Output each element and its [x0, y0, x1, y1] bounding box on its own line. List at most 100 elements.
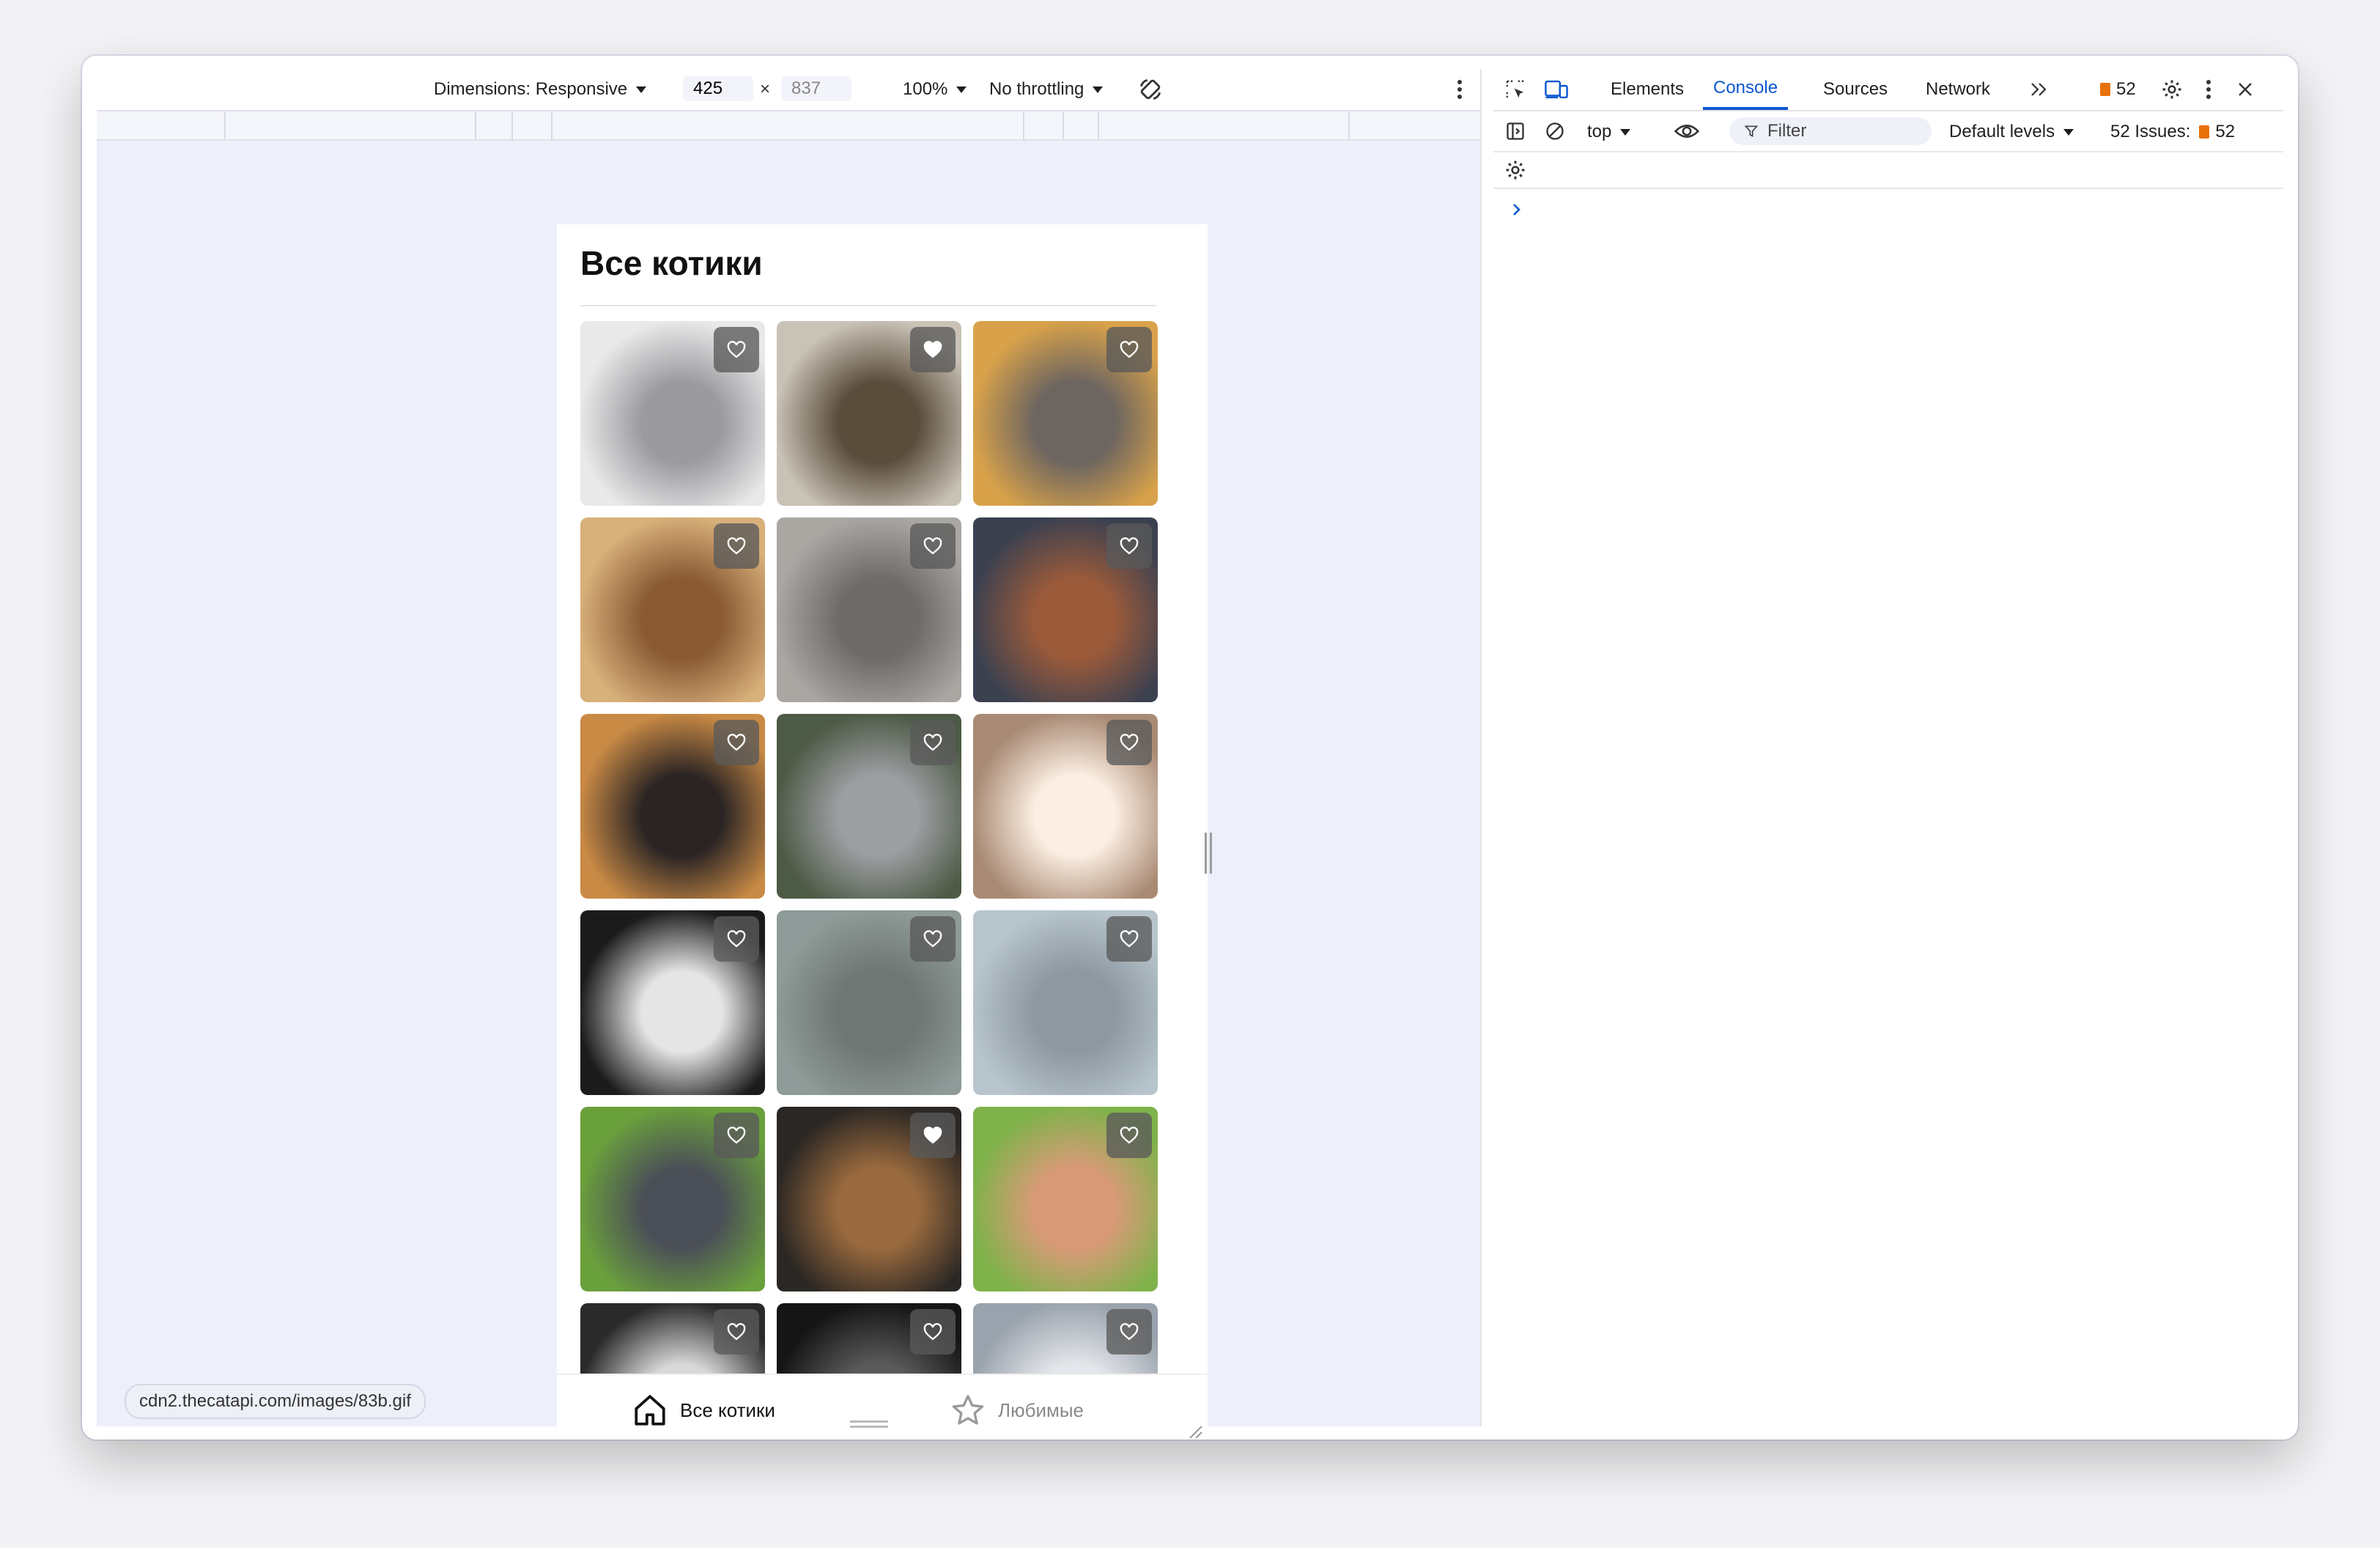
- cat-image-tile[interactable]: [777, 910, 961, 1095]
- favorite-button[interactable]: [1106, 1113, 1152, 1158]
- favorite-button[interactable]: [1106, 327, 1152, 372]
- favorite-button[interactable]: [1106, 916, 1152, 962]
- favorite-button[interactable]: [910, 916, 956, 962]
- device-toggle-icon[interactable]: [1542, 76, 1571, 103]
- cat-image-tile[interactable]: [973, 910, 1158, 1095]
- filter-placeholder: Filter: [1767, 121, 1807, 141]
- cat-image-tile[interactable]: [580, 714, 765, 899]
- heart-icon: [923, 1127, 942, 1144]
- favorite-button[interactable]: [714, 327, 759, 372]
- right-resize-handle[interactable]: [1205, 833, 1212, 874]
- context-selector[interactable]: top: [1587, 111, 1631, 152]
- console-prompt-chevron-icon[interactable]: [1511, 199, 1523, 223]
- cat-image-tile[interactable]: [580, 321, 765, 506]
- heart-icon: [923, 734, 942, 751]
- cat-image-tile[interactable]: [973, 1107, 1158, 1291]
- heart-icon: [727, 1127, 746, 1144]
- issues-counter[interactable]: 52: [2100, 69, 2136, 110]
- emulated-page: Все котики Все котики Любимые: [557, 224, 1208, 1440]
- customize-menu-icon[interactable]: [2201, 78, 2216, 101]
- nav-all-cats[interactable]: Все котики: [632, 1375, 775, 1440]
- cat-image-tile[interactable]: [973, 1303, 1158, 1374]
- heart-icon: [923, 930, 942, 948]
- close-icon[interactable]: [2233, 78, 2257, 101]
- width-input[interactable]: 425: [683, 76, 753, 101]
- tab-console[interactable]: Console: [1703, 69, 1789, 110]
- heart-icon: [1120, 1127, 1139, 1144]
- bottom-resize-handle[interactable]: [850, 1420, 888, 1428]
- favorite-button[interactable]: [714, 916, 759, 962]
- media-query-bar[interactable]: [97, 111, 1480, 141]
- issue-flag-icon: [2199, 125, 2210, 139]
- device-viewport-pane: Dimensions: Responsive 425 × 837 100% No…: [97, 69, 1480, 1440]
- status-url-bar: cdn2.thecatapi.com/images/83b.gif: [125, 1384, 426, 1419]
- cat-image-tile[interactable]: [973, 321, 1158, 506]
- favorite-button[interactable]: [714, 523, 759, 569]
- throttling-label: No throttling: [989, 79, 1084, 99]
- heart-icon: [727, 341, 746, 358]
- heart-icon: [923, 341, 942, 358]
- dimension-separator: ×: [760, 79, 771, 99]
- live-expression-eye-icon[interactable]: [1672, 118, 1701, 144]
- favorite-button[interactable]: [910, 1309, 956, 1354]
- devtools-splitter[interactable]: [1480, 69, 1495, 1426]
- browser-window: Dimensions: Responsive 425 × 837 100% No…: [82, 56, 2298, 1440]
- heart-icon: [1120, 341, 1139, 358]
- issues-link[interactable]: 52 Issues: 52: [2110, 122, 2236, 141]
- tab-sources[interactable]: Sources: [1823, 79, 1888, 99]
- cat-image-tile[interactable]: [580, 1107, 765, 1291]
- chevron-down-icon: [2063, 128, 2074, 136]
- favorite-button[interactable]: [910, 327, 956, 372]
- zoom-dropdown[interactable]: 100%: [903, 69, 967, 110]
- cat-image-tile[interactable]: [777, 517, 961, 702]
- clear-console-icon[interactable]: [1542, 118, 1568, 144]
- favorite-button[interactable]: [910, 720, 956, 765]
- tab-network[interactable]: Network: [1926, 79, 1991, 99]
- console-settings-gear-icon[interactable]: [1502, 157, 1529, 183]
- dimensions-dropdown[interactable]: Dimensions: Responsive: [434, 69, 647, 110]
- cat-image-tile[interactable]: [777, 714, 961, 899]
- throttling-dropdown[interactable]: No throttling: [989, 69, 1104, 110]
- heart-icon: [727, 930, 746, 948]
- console-toolbar: top Filter Default levels 52 Issues: 52: [1493, 111, 2283, 152]
- cat-image-tile[interactable]: [580, 1303, 765, 1374]
- favorite-button[interactable]: [714, 1309, 759, 1354]
- more-vertical-icon[interactable]: [1452, 78, 1467, 101]
- device-toolbar: Dimensions: Responsive 425 × 837 100% No…: [97, 69, 1480, 111]
- tab-elements[interactable]: Elements: [1611, 79, 1685, 99]
- heart-icon: [923, 537, 942, 555]
- cat-image-tile[interactable]: [777, 321, 961, 506]
- cat-image-tile[interactable]: [777, 1107, 961, 1291]
- nav-favorites-label: Любимые: [998, 1398, 1084, 1421]
- chevron-down-icon: [636, 86, 647, 93]
- heart-icon: [923, 1323, 942, 1341]
- cat-image-tile[interactable]: [973, 714, 1158, 899]
- favorite-button[interactable]: [910, 523, 956, 569]
- zoom-label: 100%: [903, 79, 948, 99]
- console-filter-input[interactable]: Filter: [1729, 117, 1932, 145]
- cat-image-tile[interactable]: [580, 910, 765, 1095]
- favorite-button[interactable]: [1106, 1309, 1152, 1354]
- issue-flag-icon: [2100, 83, 2110, 96]
- corner-resize-icon[interactable]: [1186, 1422, 1203, 1440]
- settings-gear-icon[interactable]: [2159, 76, 2185, 103]
- heart-icon: [1120, 537, 1139, 555]
- favorite-button[interactable]: [1106, 720, 1152, 765]
- favorite-button[interactable]: [714, 1113, 759, 1158]
- favorite-button[interactable]: [714, 720, 759, 765]
- sidebar-toggle-icon[interactable]: [1502, 118, 1529, 144]
- devtools-panel: Elements Console Sources Network 52: [1493, 69, 2283, 1426]
- nav-favorites[interactable]: Любимые: [950, 1375, 1084, 1440]
- inspect-element-icon[interactable]: [1502, 76, 1529, 103]
- dimensions-label: Dimensions: Responsive: [434, 79, 628, 99]
- cat-image-tile[interactable]: [777, 1303, 961, 1374]
- cat-image-tile[interactable]: [973, 517, 1158, 702]
- rotate-icon[interactable]: [1137, 76, 1164, 103]
- log-levels-dropdown[interactable]: Default levels: [1949, 111, 2074, 152]
- height-input[interactable]: 837: [781, 76, 851, 101]
- favorite-button[interactable]: [910, 1113, 956, 1158]
- more-tabs-icon[interactable]: [2028, 76, 2050, 103]
- filter-icon: [1744, 125, 1759, 138]
- cat-image-tile[interactable]: [580, 517, 765, 702]
- favorite-button[interactable]: [1106, 523, 1152, 569]
